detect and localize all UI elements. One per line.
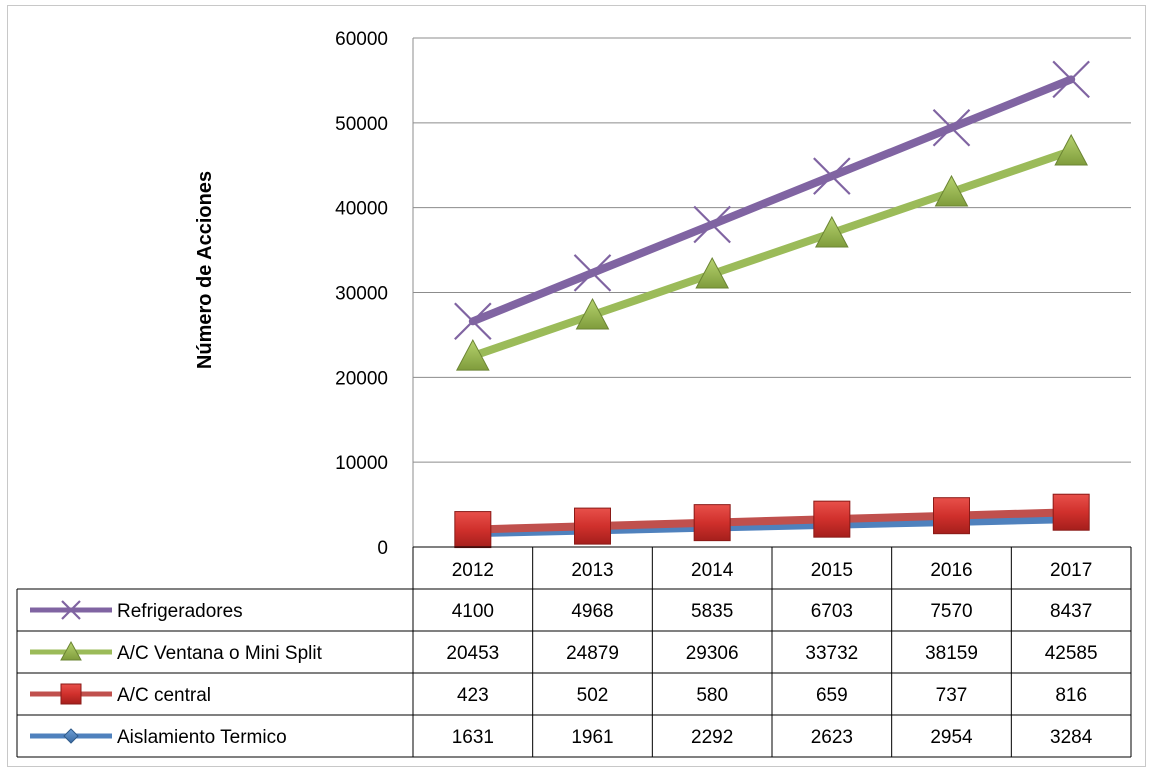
series-line [468, 508, 1076, 534]
table-cell: 1631 [452, 727, 494, 748]
marker-triangle [456, 339, 490, 371]
marker-triangle [934, 174, 969, 207]
marker-x [1052, 60, 1090, 99]
marker-diamond [63, 728, 79, 744]
y-tick-label: 40000 [335, 199, 388, 220]
x-tick-label: 2013 [571, 560, 613, 581]
table-cell: 502 [577, 685, 609, 706]
table-cell: 38159 [925, 643, 978, 664]
table-cell: 5835 [691, 601, 733, 622]
table-cell: 42585 [1045, 643, 1098, 664]
table-cell: 2954 [930, 727, 973, 748]
marker-x [454, 302, 492, 341]
y-tick-label: 0 [377, 538, 388, 559]
table-cell: 33732 [805, 643, 858, 664]
table-cell: 580 [696, 685, 728, 706]
table-cell: 7570 [930, 601, 972, 622]
y-tick-label: 10000 [335, 453, 388, 474]
marker-x [573, 254, 612, 292]
y-tick-label: 50000 [335, 114, 388, 135]
series-line [468, 515, 1076, 538]
series-line [468, 75, 1076, 326]
marker-x [813, 157, 851, 195]
x-tick-label: 2017 [1050, 560, 1092, 581]
table-cell: 6703 [811, 601, 853, 622]
x-tick-label: 2016 [930, 560, 972, 581]
chart-frame [7, 5, 1146, 767]
table-cell: 737 [936, 685, 968, 706]
table-cell: 2292 [691, 727, 733, 748]
table-cell: 3284 [1050, 727, 1093, 748]
marker-x [932, 108, 971, 147]
legend-label: A/C central [117, 685, 211, 706]
marker-triangle [575, 297, 610, 330]
table-cell: 659 [816, 685, 848, 706]
table-cell: 816 [1055, 685, 1087, 706]
marker-triangle [1054, 133, 1088, 166]
table-cell: 4968 [571, 601, 613, 622]
legend-label: A/C Ventana o Mini Split [117, 643, 323, 664]
marker-square [1052, 493, 1090, 531]
table-cell: 2623 [811, 727, 853, 748]
table-cell: 1961 [571, 727, 613, 748]
x-tick-label: 2015 [811, 560, 853, 581]
marker-triangle [814, 215, 849, 248]
table-cell: 8437 [1050, 601, 1092, 622]
y-tick-label: 60000 [335, 29, 388, 50]
y-axis-label: Número de Acciones [194, 171, 216, 369]
table-cell: 423 [457, 685, 489, 706]
marker-x [693, 205, 731, 244]
series-line [468, 146, 1076, 361]
marker-square [933, 497, 970, 535]
table-cell: 4100 [452, 601, 494, 622]
marker-x [61, 600, 81, 620]
marker-triangle [60, 640, 82, 661]
marker-triangle [695, 256, 730, 289]
table-cell: 24879 [566, 643, 619, 664]
y-tick-label: 20000 [335, 368, 388, 389]
marker-square [60, 683, 82, 705]
table-cell: 20453 [446, 643, 499, 664]
x-tick-label: 2014 [691, 560, 734, 581]
marker-square [813, 500, 851, 538]
table-cell: 29306 [686, 643, 739, 664]
x-tick-label: 2012 [452, 560, 494, 581]
legend-label: Refrigeradores [117, 601, 243, 622]
legend-label: Aislamiento Termico [117, 727, 287, 748]
y-tick-label: 30000 [335, 284, 388, 305]
marker-square [693, 504, 731, 542]
marker-square [454, 511, 492, 549]
marker-square [574, 507, 611, 545]
